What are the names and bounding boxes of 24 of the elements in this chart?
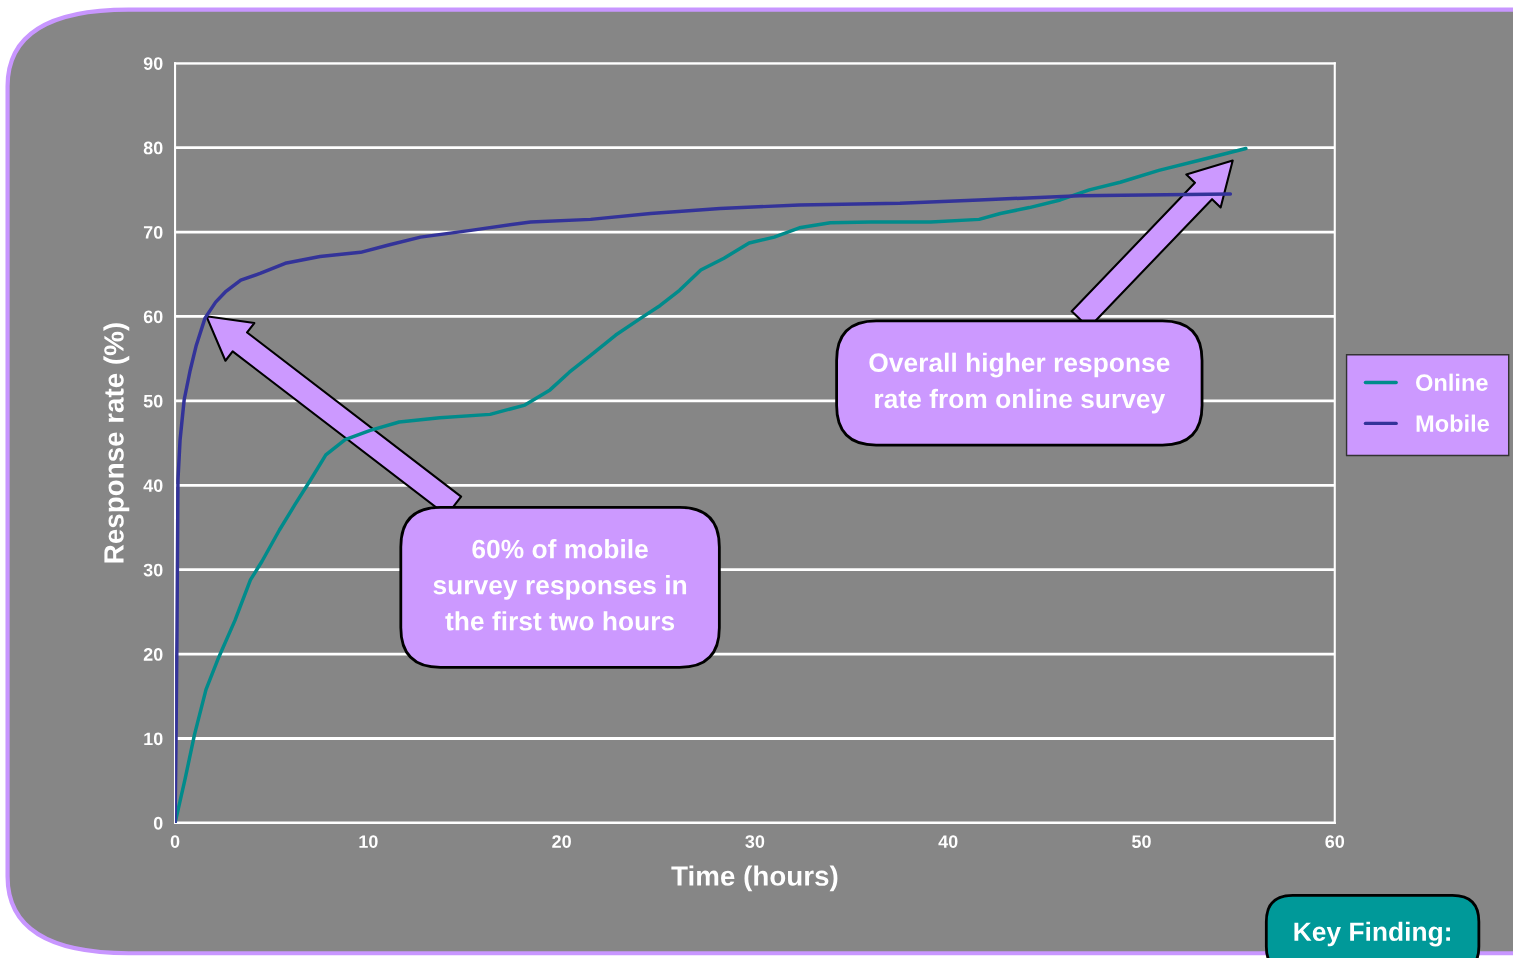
y-tick-label: 60 (143, 310, 163, 324)
y-tick-label: 0 (153, 816, 163, 830)
y-axis-title: Response rate (%) (103, 323, 130, 563)
x-tick-label: 60 (1325, 835, 1345, 848)
y-tick-label: 10 (144, 732, 163, 746)
x-tick-label: 30 (745, 835, 765, 849)
legend-label: Online (1416, 373, 1488, 391)
annotation: Overall higher response rate from online survey (869, 352, 1170, 414)
annotation: 60% of mobile survey responses in the first two hours (433, 539, 687, 631)
x-tick-label: 40 (938, 835, 958, 848)
x-tick-label: 10 (359, 835, 378, 848)
x-axis-title: Time (hours) (671, 865, 838, 892)
y-tick-label: 20 (143, 648, 163, 661)
y-tick-label: 50 (143, 394, 163, 408)
legend-label: Mobile (1416, 414, 1490, 432)
y-tick-label: 80 (143, 141, 163, 155)
x-tick-label: 50 (1132, 835, 1151, 848)
text: Key Finding: (1294, 921, 1450, 947)
x-tick-label: 20 (552, 835, 571, 848)
y-tick-label: 90 (143, 57, 163, 70)
y-tick-label: 40 (143, 479, 163, 492)
y-tick-label: 30 (143, 563, 163, 577)
y-tick-label: 70 (143, 225, 163, 239)
x-tick-label: 0 (170, 835, 180, 848)
